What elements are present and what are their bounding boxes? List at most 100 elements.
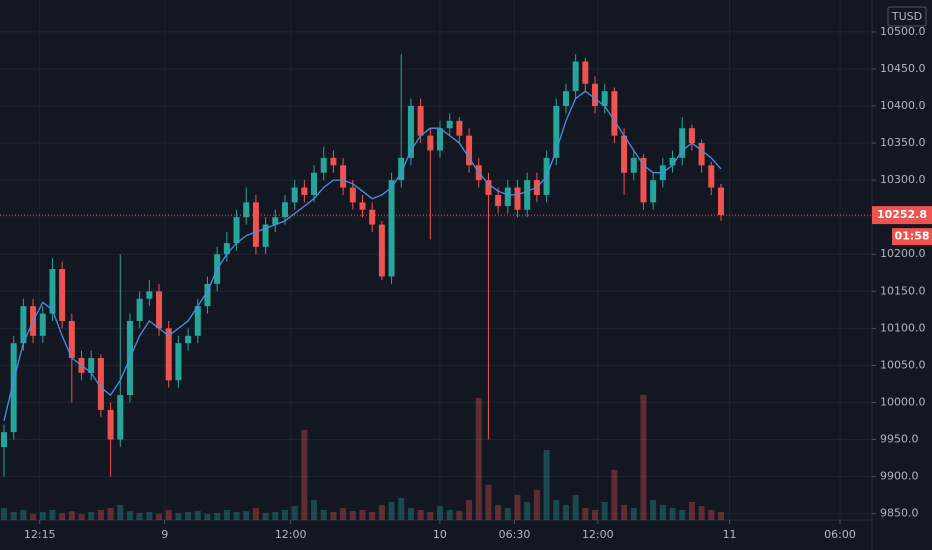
volume-bar	[407, 508, 414, 520]
volume-bar	[262, 513, 269, 520]
candle-body	[68, 320, 75, 359]
volume-bar	[146, 512, 153, 520]
volume-bar	[466, 500, 473, 520]
volume-bar	[650, 500, 657, 520]
candle-body	[175, 343, 182, 381]
candle-body	[427, 135, 434, 151]
candle-body	[456, 120, 463, 136]
volume-bar	[669, 508, 676, 520]
volume-bar	[59, 513, 66, 520]
candle-body	[156, 291, 163, 329]
candle-body	[679, 128, 686, 158]
volume-bar	[340, 508, 347, 520]
volume-bar	[417, 510, 424, 520]
candle-body	[437, 128, 443, 151]
candle-body	[446, 120, 453, 129]
candle-body	[466, 135, 473, 166]
x-tick-label: 9	[161, 528, 168, 541]
candle-body	[272, 217, 279, 225]
volume-bar	[165, 510, 172, 520]
candle-body	[252, 202, 259, 247]
candle-body	[495, 194, 502, 207]
volume-bar	[175, 513, 182, 520]
volume-bar	[688, 502, 695, 520]
volume-bar	[495, 505, 502, 520]
volume-bar	[359, 510, 366, 520]
volume-bar	[475, 398, 482, 520]
volume-bar	[679, 510, 686, 520]
candle-body	[524, 180, 531, 210]
candle-body	[378, 224, 385, 277]
candle-body	[621, 135, 628, 173]
volume-bar	[272, 512, 279, 520]
candle-body	[407, 105, 414, 158]
volume-bar	[446, 510, 453, 520]
volume-bar	[369, 512, 376, 520]
volume-bar	[601, 502, 608, 520]
volume-bar	[349, 511, 356, 520]
volume-bar	[388, 502, 395, 520]
candle-body	[10, 343, 17, 433]
candle-body	[88, 358, 95, 373]
y-tick-label: 10200.0	[880, 247, 926, 260]
candle-body	[204, 283, 211, 307]
volume-bar	[592, 510, 599, 520]
volume-bar	[630, 508, 637, 520]
volume-bar	[281, 510, 288, 520]
y-tick-label: 10050.0	[880, 358, 926, 371]
candle-body	[553, 105, 560, 158]
candle-body	[97, 358, 104, 410]
volume-bar	[107, 508, 114, 520]
symbol-label[interactable]: TUSD	[891, 10, 922, 23]
volume-bar	[504, 508, 511, 520]
volume-bar	[717, 512, 724, 520]
candle-body	[330, 157, 337, 166]
candle-body	[146, 291, 153, 299]
candle-body	[485, 180, 492, 195]
candle-body	[349, 187, 356, 203]
volume-bar	[223, 510, 230, 520]
volume-bar	[427, 512, 434, 520]
candle-body	[1, 432, 7, 447]
volume-bar	[243, 511, 250, 520]
y-tick-label: 10500.0	[880, 25, 926, 38]
candle-body	[650, 180, 657, 203]
y-tick-label: 10350.0	[880, 136, 926, 149]
volume-bar	[330, 512, 337, 520]
candle-body	[611, 91, 618, 136]
countdown-box	[892, 228, 932, 246]
volume-bar	[320, 510, 327, 520]
y-tick-label: 9850.0	[880, 507, 919, 520]
y-tick-label: 10400.0	[880, 99, 926, 112]
x-tick-label: 11	[723, 528, 737, 541]
volume-bar	[301, 430, 308, 520]
volume-bar	[204, 514, 211, 520]
volume-bar	[378, 505, 385, 520]
last-price-box	[872, 206, 932, 225]
volume-bar	[562, 505, 569, 520]
candle-body	[417, 105, 424, 136]
candle-body	[243, 202, 250, 218]
moving-average-line	[3, 90, 722, 422]
candle-body	[582, 61, 589, 84]
candle-body	[194, 306, 201, 336]
candle-body	[223, 243, 230, 255]
candle-body	[165, 328, 172, 381]
symbol-box[interactable]	[887, 6, 927, 27]
candle-body	[504, 187, 511, 207]
volume-bar	[233, 512, 240, 520]
candle-body	[698, 143, 705, 166]
y-tick-label: 10150.0	[880, 284, 926, 297]
y-tick-label: 10000.0	[880, 395, 926, 408]
volume-bar	[20, 510, 27, 520]
candle-body	[59, 269, 66, 321]
volume-bar	[485, 485, 492, 520]
candle-body	[688, 128, 695, 144]
candle-body	[514, 187, 521, 210]
candle-body	[107, 409, 114, 440]
volume-bar	[156, 514, 163, 520]
volume-bar	[698, 506, 705, 520]
volume-bar	[194, 511, 201, 520]
volume-bar	[30, 514, 37, 520]
